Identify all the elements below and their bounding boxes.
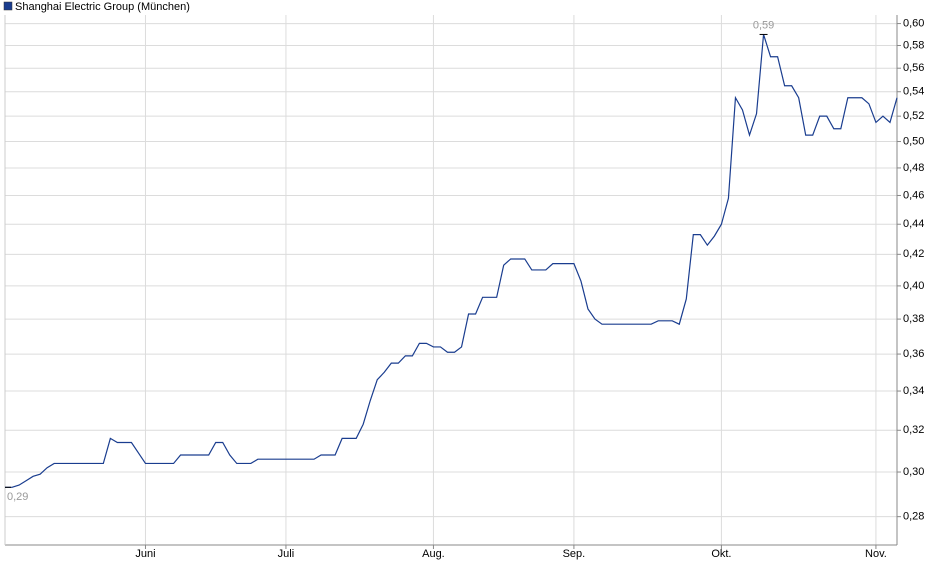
x-tick-label: Okt. — [711, 548, 731, 560]
y-tick-label: 0,42 — [903, 248, 924, 260]
y-tick-label: 0,36 — [903, 348, 924, 360]
price-line — [5, 34, 898, 488]
x-tick-label: Nov. — [865, 548, 887, 560]
y-tick-label: 0,52 — [903, 110, 924, 122]
min-label: 0,29 — [7, 491, 28, 503]
x-tick-label: Aug. — [422, 548, 445, 560]
y-tick-label: 0,58 — [903, 39, 924, 51]
y-tick-label: 0,56 — [903, 62, 924, 74]
x-tick-label: Juli — [278, 548, 295, 560]
y-tick-label: 0,50 — [903, 135, 924, 147]
y-tick-label: 0,32 — [903, 424, 924, 436]
y-tick-label: 0,54 — [903, 86, 924, 98]
y-tick-label: 0,40 — [903, 280, 924, 292]
y-tick-label: 0,28 — [903, 511, 924, 523]
y-tick-label: 0,34 — [903, 385, 924, 397]
max-label: 0,59 — [753, 19, 774, 31]
y-tick-label: 0,44 — [903, 218, 924, 230]
legend-swatch — [3, 1, 13, 11]
y-tick-label: 0,60 — [903, 17, 924, 29]
y-tick-label: 0,38 — [903, 313, 924, 325]
y-tick-label: 0,48 — [903, 162, 924, 174]
x-tick-label: Juni — [135, 548, 155, 560]
y-tick-label: 0,30 — [903, 466, 924, 478]
legend-label: Shanghai Electric Group (München) — [15, 1, 190, 13]
y-tick-label: 0,46 — [903, 189, 924, 201]
x-tick-label: Sep. — [563, 548, 586, 560]
